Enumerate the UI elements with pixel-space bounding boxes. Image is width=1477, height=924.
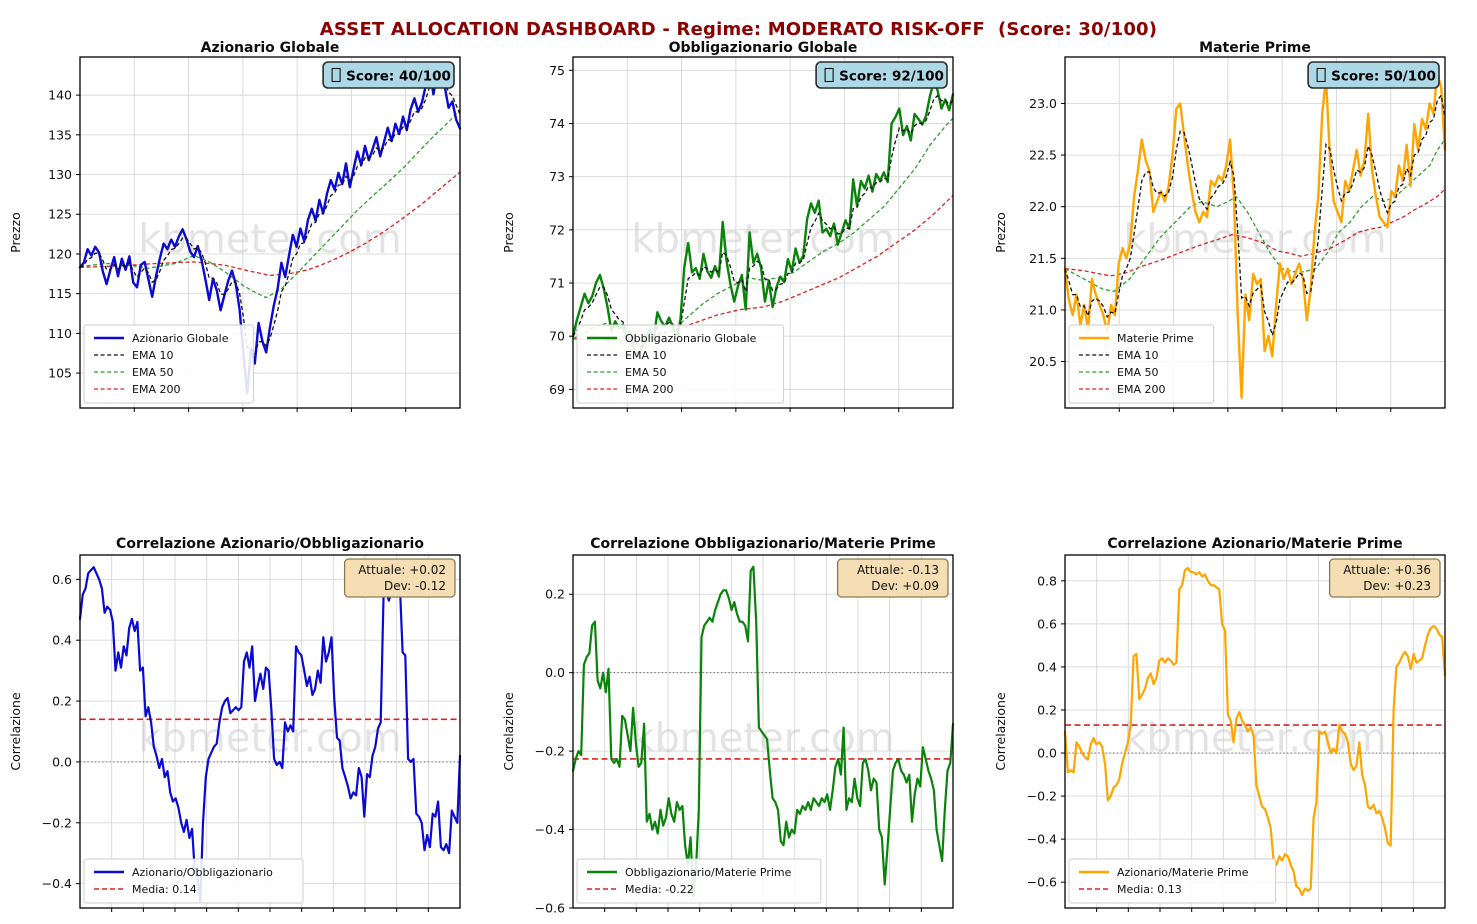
svg-text:Prezzo: Prezzo [501,212,516,253]
svg-text:20.5: 20.5 [1029,354,1057,369]
svg-text:−0.2: −0.2 [42,815,72,830]
svg-text:Correlazione: Correlazione [501,692,516,771]
svg-text:EMA 50: EMA 50 [1117,366,1158,379]
svg-text:70: 70 [549,329,565,344]
svg-text:0.6: 0.6 [1037,616,1057,631]
svg-text:Materie Prime: Materie Prime [1117,332,1194,345]
chart-cell-materie-prime: Materie Prime kbmeter.com 20.5 21.0 21.5 22.… [985,40,1477,490]
svg-text:0.6: 0.6 [52,572,72,587]
svg-text:140: 140 [48,88,72,103]
corr-obbligazionario-materie-prime-plot: kbmeter.com −0.6 −0.4 −0.2 0.0 0.2 Correlazion… [501,554,955,916]
corr-azionario-obbligazionario-plot: kbmeter.com −0.4 −0.2 0.0 0.2 0.4 0.6 Correlazi… [8,554,462,912]
svg-text:125: 125 [48,207,72,222]
svg-text:23.0: 23.0 [1029,96,1057,111]
svg-text:Dev: +0.23: Dev: +0.23 [1363,579,1431,593]
svg-text:69: 69 [549,382,565,397]
svg-text:−0.6: −0.6 [1027,875,1057,890]
svg-text:Correlazione: Correlazione [8,692,23,771]
svg-text:Obbligazionario/Materie Prime: Obbligazionario/Materie Prime [625,866,792,879]
svg-text:EMA 10: EMA 10 [625,349,666,362]
svg-text:Attuale: +0.02: Attuale: +0.02 [358,563,446,577]
chart-title-azionario-globale: Azionario Globale [200,40,340,56]
svg-text:Score: 40/100: Score: 40/100 [346,69,451,85]
svg-text:kbmeter.com: kbmeter.com [1123,217,1386,263]
svg-text:0.4: 0.4 [1037,659,1057,674]
chart-title-corr-obbligazionario-materie-prime: Correlazione Obbligazionario/Materie Pri… [590,536,936,552]
chart-title-corr-azionario-materie-prime: Correlazione Azionario/Materie Prime [1107,536,1403,552]
svg-text:kbmeter.com: kbmeter.com [631,217,894,263]
obbligazionario-globale-plot: kbmeter.com 69 70 71 72 73 74 75 Prezzo Obbligazi… [501,56,955,412]
svg-text:−0.2: −0.2 [1027,789,1057,804]
svg-text:−0.4: −0.4 [1027,832,1057,847]
chart-title-materie-prime: Materie Prime [1199,40,1311,56]
svg-text:0.2: 0.2 [52,694,72,709]
svg-text:22.5: 22.5 [1029,148,1057,163]
svg-text:0.0: 0.0 [52,754,72,769]
svg-text:21.5: 21.5 [1029,251,1057,266]
chart-title-obbligazionario-globale: Obbligazionario Globale [668,40,858,56]
svg-text:72: 72 [549,222,565,237]
svg-text:Attuale: -0.13: Attuale: -0.13 [857,563,939,577]
svg-text:EMA 50: EMA 50 [132,366,173,379]
svg-text:Azionario Globale: Azionario Globale [132,332,229,345]
svg-text:Prezzo: Prezzo [8,212,23,253]
materie-prime-plot: kbmeter.com 20.5 21.0 21.5 22.0 22.5 23.0 Prezz… [993,56,1447,412]
svg-text:Media: 0.14: Media: 0.14 [132,883,197,896]
svg-text:75: 75 [549,63,565,78]
svg-text:EMA 200: EMA 200 [1117,383,1165,396]
svg-text:110: 110 [48,326,72,341]
svg-text:120: 120 [48,246,72,261]
svg-text:22.0: 22.0 [1029,199,1057,214]
svg-text:Dev: +0.09: Dev: +0.09 [871,579,939,593]
chart-cell-corr-azionario-materie-prime: Correlazione Azionario/Materie Prime kbm… [985,536,1477,924]
azionario-globale-plot: kbmeter.com105110115120125130135140Prezz… [8,56,462,412]
svg-text:105: 105 [48,366,72,381]
chart-cell-obbligazionario-globale: Obbligazionario Globale kbmeter.com 69 70 7… [493,40,985,490]
svg-text:21.0: 21.0 [1029,302,1057,317]
svg-text:kbmeter.com: kbmeter.com [631,716,894,762]
svg-text:EMA 200: EMA 200 [625,383,673,396]
svg-text:−0.4: −0.4 [42,876,72,891]
svg-text:Media: -0.22: Media: -0.22 [625,883,694,896]
svg-text:Score: 92/100: Score: 92/100 [839,69,944,85]
svg-text:Azionario/Materie Prime: Azionario/Materie Prime [1117,866,1249,879]
svg-text:Dev: -0.12: Dev: -0.12 [384,579,446,593]
dashboard-title: ASSET ALLOCATION DASHBOARD - Regime: MOD… [319,19,1158,41]
svg-text:Correlazione: Correlazione [993,692,1008,771]
corr-azionario-materie-prime-plot: kbmeter.com−0.6−0.4−0.20.00.20.40.60.8Co… [993,554,1447,912]
svg-text:−0.2: −0.2 [535,744,565,759]
chart-cell-azionario-globale: Azionario Globale kbmeter.com 105 110 115 12… [0,40,492,490]
chart-title-corr-azionario-obbligazionario: Correlazione Azionario/Obbligazionario [116,536,424,552]
svg-text:EMA 10: EMA 10 [1117,349,1158,362]
svg-text:71: 71 [549,276,565,291]
svg-text:Attuale: +0.36: Attuale: +0.36 [1343,563,1431,577]
svg-text:−0.4: −0.4 [535,822,565,837]
svg-text:0.0: 0.0 [1037,746,1057,761]
svg-text:Azionario/Obbligazionario: Azionario/Obbligazionario [132,866,273,879]
svg-text:0.8: 0.8 [1037,573,1057,588]
svg-text:115: 115 [48,286,72,301]
svg-text:0.2: 0.2 [545,587,565,602]
chart-cell-corr-obbligazionario-materie-prime: Correlazione Obbligazionario/Materie Pri… [493,536,985,924]
svg-text:Media: 0.13: Media: 0.13 [1117,883,1182,896]
svg-text:Obbligazionario Globale: Obbligazionario Globale [625,332,757,345]
svg-text:135: 135 [48,127,72,142]
svg-text:Score: 50/100: Score: 50/100 [1331,69,1436,85]
chart-cell-corr-azionario-obbligazionario: Correlazione Azionario/Obbligazionario k… [0,536,492,924]
svg-text:130: 130 [48,167,72,182]
svg-text:kbmeter.com: kbmeter.com [138,716,401,762]
svg-text:73: 73 [549,169,565,184]
svg-text:0.2: 0.2 [1037,702,1057,717]
svg-text:74: 74 [549,116,565,131]
svg-text:EMA 10: EMA 10 [132,349,173,362]
svg-text:0.4: 0.4 [52,633,72,648]
svg-text:EMA 50: EMA 50 [625,366,666,379]
svg-text:Prezzo: Prezzo [993,212,1008,253]
svg-text:EMA 200: EMA 200 [132,383,180,396]
svg-text:0.0: 0.0 [545,665,565,680]
svg-text:−0.6: −0.6 [535,901,565,916]
